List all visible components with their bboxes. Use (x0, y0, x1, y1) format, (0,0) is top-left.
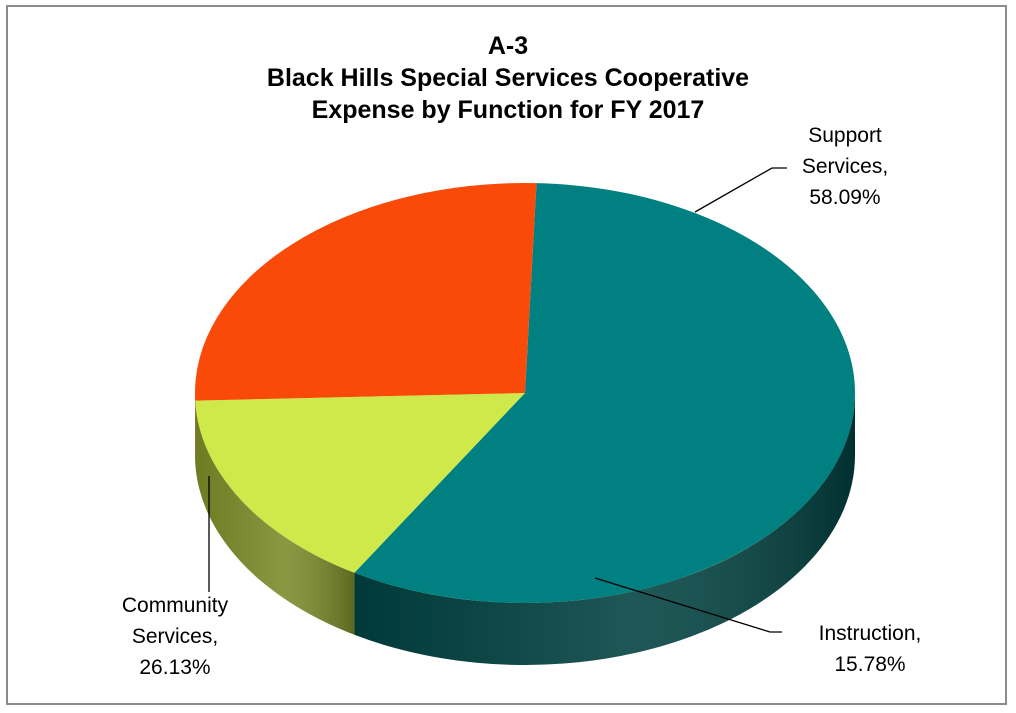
pie-slice-community-services (195, 183, 537, 401)
data-label-2-1: Services, (132, 625, 218, 648)
pie-side-shade-1-0 (195, 400, 355, 635)
pie-tops (195, 183, 855, 603)
pie-side-shade-0-0 (354, 393, 855, 666)
leader-line-1 (594, 577, 782, 633)
data-labels: Support Services, 58.09% Instruction, 15.78%… (122, 124, 921, 679)
chart-subtitle-line-1: Black Hills Special Services Cooperative (266, 64, 750, 92)
pie-sides (195, 393, 855, 666)
pie-slice-instruction (195, 393, 525, 573)
data-label-1-0: Instruction, (819, 622, 922, 645)
data-label-0-0: Support (808, 124, 882, 147)
leader-line-0 (694, 167, 787, 213)
chart-title: A-3 (487, 32, 529, 60)
leader-lines (208, 167, 787, 633)
data-label-0-1: Services, (802, 155, 888, 178)
data-label-1-1: 15.78% (834, 653, 905, 676)
data-label-0-2: 58.09% (809, 186, 880, 209)
pie-slice-support-services (354, 183, 855, 603)
chart-subtitle-line-2: Expense by Function for FY 2017 (311, 96, 705, 124)
data-label-2-0: Community (122, 594, 229, 617)
data-label-2-2: 26.13% (139, 656, 210, 679)
